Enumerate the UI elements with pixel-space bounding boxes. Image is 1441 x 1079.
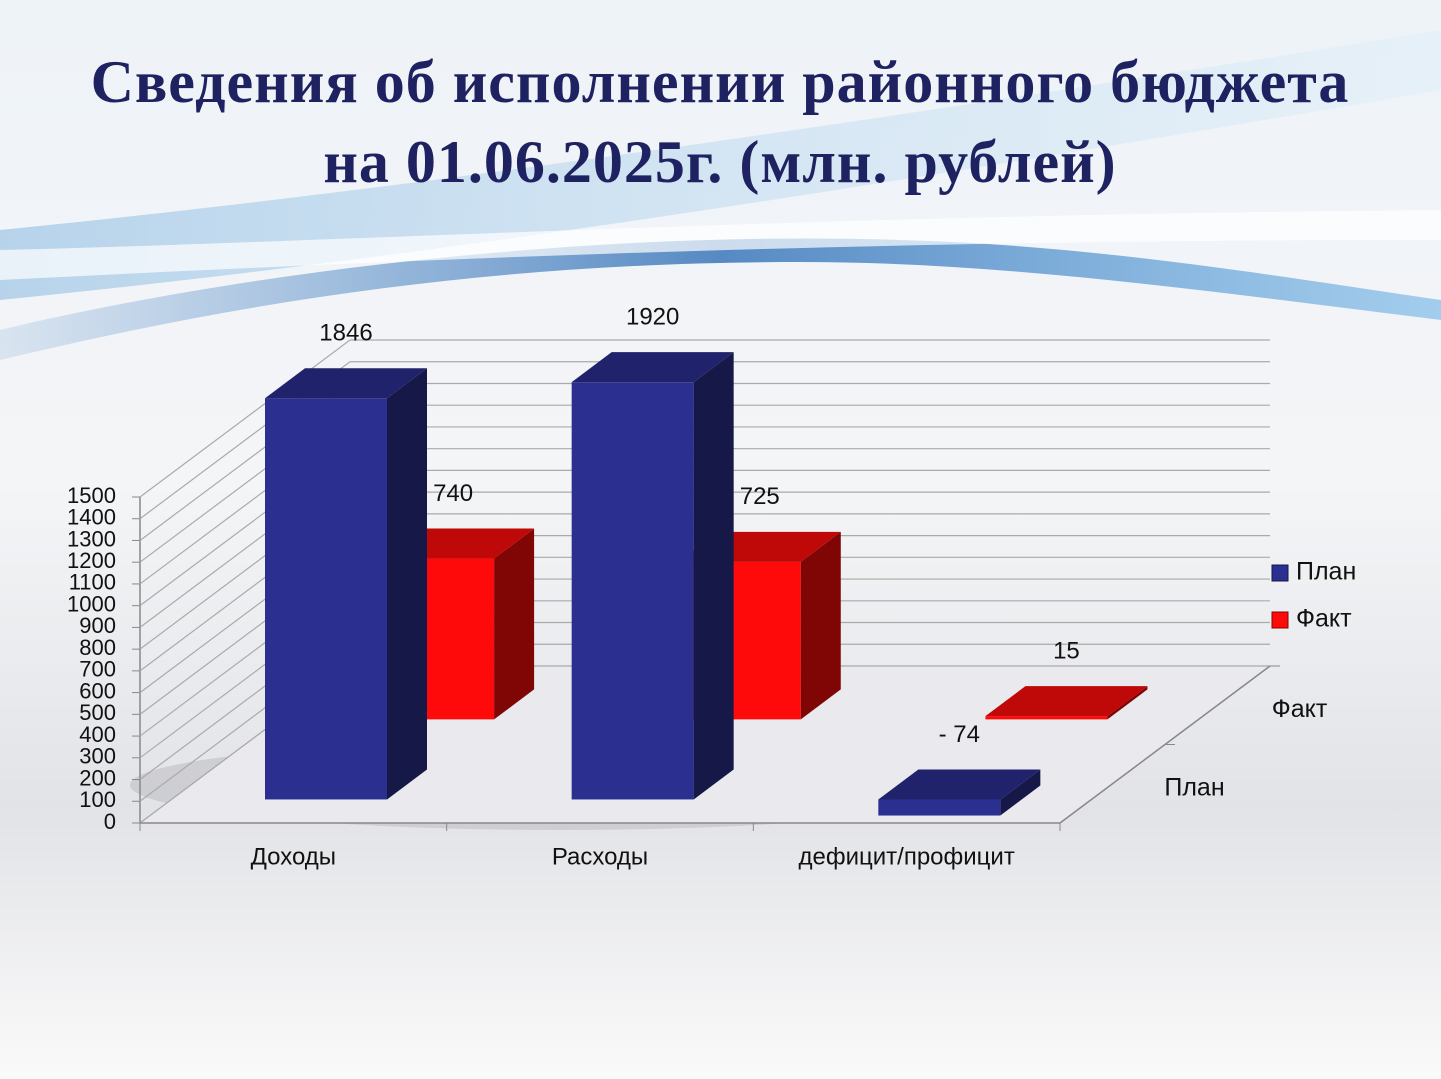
y-tick-label: 1000 xyxy=(67,591,116,616)
y-tick-label: 600 xyxy=(79,678,116,703)
bar-side xyxy=(800,531,841,720)
x-tick-label: дефицит/профицит xyxy=(799,843,1015,870)
value-label: 1920 xyxy=(626,304,679,331)
y-tick-label: 1500 xyxy=(67,483,116,508)
background-swoosh xyxy=(0,210,1441,280)
x-tick-label: Расходы xyxy=(552,843,648,870)
background-swoosh xyxy=(0,30,1441,300)
y-tick-label: 100 xyxy=(79,787,116,812)
bar-front xyxy=(985,716,1108,720)
y-tick-label: 800 xyxy=(79,635,116,660)
chart-title: Сведения об исполнении районного бюджета xyxy=(91,49,1350,115)
bar-side xyxy=(387,368,427,800)
bar-front xyxy=(878,799,1001,816)
y-tick-label: 700 xyxy=(79,657,116,682)
y-tick-label: 1200 xyxy=(67,548,116,573)
bar-top xyxy=(985,686,1148,717)
legend-swatch xyxy=(1271,564,1289,582)
bar-side xyxy=(1107,686,1148,720)
y-tick-label: 200 xyxy=(79,765,116,790)
legend-label: План xyxy=(1296,558,1356,586)
bar-top xyxy=(265,368,427,399)
y-tick-label: 900 xyxy=(79,613,116,638)
y-tick-label: 0 xyxy=(104,809,116,834)
background-swoosh xyxy=(0,238,1441,360)
value-label: 1846 xyxy=(319,320,372,347)
bar-side xyxy=(693,352,734,800)
y-tick-label: 400 xyxy=(79,722,116,747)
bar-side xyxy=(494,528,535,720)
depth-label: План xyxy=(1164,773,1224,801)
y-tick-label: 500 xyxy=(79,700,116,725)
value-label: - 74 xyxy=(939,721,980,748)
bar-top xyxy=(878,769,1041,800)
value-label: 740 xyxy=(433,480,473,507)
chart-title: на 01.06.2025г. (млн. рублей) xyxy=(323,129,1116,195)
value-label: 15 xyxy=(1053,637,1080,664)
legend-label: Факт xyxy=(1296,605,1352,633)
grid-line xyxy=(139,339,351,498)
depth-label: Факт xyxy=(1272,695,1328,723)
y-tick-label: 1100 xyxy=(69,570,116,595)
y-tick-label: 1300 xyxy=(67,526,116,551)
legend-swatch xyxy=(1271,611,1289,629)
bar-front xyxy=(571,382,694,800)
bar-top xyxy=(571,352,734,383)
bar-side xyxy=(1000,769,1041,816)
y-tick-label: 300 xyxy=(79,744,116,769)
bar-front xyxy=(265,398,387,800)
x-tick-label: Доходы xyxy=(251,843,336,870)
value-label: 725 xyxy=(740,483,780,510)
y-tick-label: 1400 xyxy=(67,505,116,530)
